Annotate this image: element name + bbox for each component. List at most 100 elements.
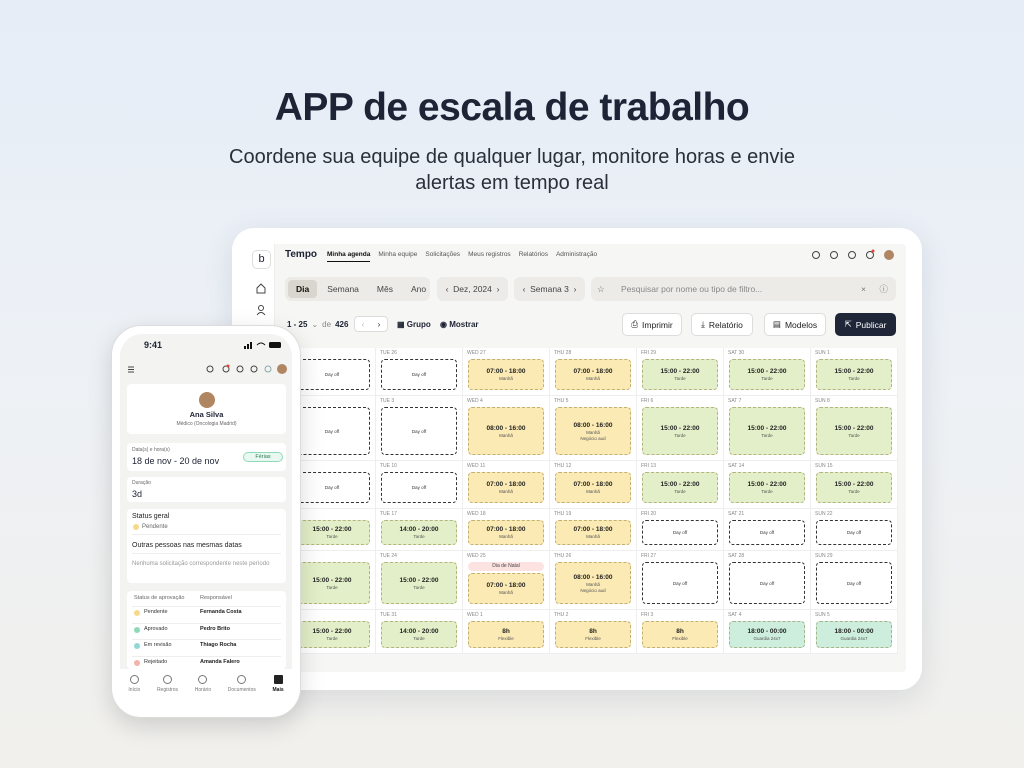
- shift-note: Negócio aud: [580, 587, 606, 593]
- day-label: SAT 30: [728, 350, 745, 356]
- duration-card: Duração 3d: [127, 477, 286, 502]
- nav-item[interactable]: Documentos: [228, 675, 256, 710]
- shift[interactable]: 8h Flexible: [555, 621, 631, 648]
- shift[interactable]: 14:00 - 20:00 Tarde: [381, 520, 457, 545]
- shift[interactable]: 15:00 - 22:00 Tarde: [642, 407, 718, 455]
- shift[interactable]: 18:00 - 00:00 Guardia 24x7: [816, 621, 892, 648]
- shift[interactable]: 15:00 - 22:00 Tarde: [381, 562, 457, 604]
- shift[interactable]: Day off: [729, 520, 805, 545]
- shift[interactable]: 15:00 - 22:00 Tarde: [642, 472, 718, 503]
- pager[interactable]: ‹ ›: [354, 316, 388, 332]
- phone-toolbar[interactable]: [126, 362, 288, 376]
- shift[interactable]: 08:00 - 16:00 Manhã Negócio aud: [555, 562, 631, 604]
- calendar-cell: SUN 22 Day off: [811, 509, 898, 551]
- shift-note: Negócio aud: [580, 435, 606, 441]
- shift[interactable]: Day off: [816, 520, 892, 545]
- nav-tab[interactable]: Administração: [555, 251, 598, 258]
- action-button[interactable]: ▤ Modelos: [764, 313, 826, 336]
- action-button[interactable]: ⎙ Imprimir: [622, 313, 682, 336]
- sidebar-icons[interactable]: [255, 282, 267, 322]
- shift[interactable]: Day off: [816, 562, 892, 604]
- day-label: SAT 14: [728, 463, 745, 469]
- shift[interactable]: 15:00 - 22:00 Tarde: [294, 520, 370, 545]
- shift[interactable]: 8h Flexible: [642, 621, 718, 648]
- calendar-cell: THU 26 08:00 - 16:00 Manhã Negócio aud: [550, 551, 637, 610]
- shift[interactable]: 15:00 - 22:00 Tarde: [729, 472, 805, 503]
- day-label: TUE 31: [380, 612, 397, 618]
- shift[interactable]: 08:00 - 16:00 Manhã Negócio aud: [555, 407, 631, 455]
- day-label: WED 27: [467, 350, 486, 356]
- nav-tabs: Minha agenda Minha equipe Solicitações Meus…: [327, 251, 597, 262]
- logo[interactable]: b: [252, 250, 271, 269]
- view-tab[interactable]: Mês: [376, 284, 393, 294]
- shift[interactable]: 15:00 - 22:00 Tarde: [294, 562, 370, 604]
- calendar-cell: SAT 28 Day off: [724, 551, 811, 610]
- shift[interactable]: Day off: [642, 562, 718, 604]
- shift[interactable]: 07:00 - 18:00 Manhã: [555, 359, 631, 390]
- week-picker[interactable]: ‹ Semana 3 ›: [514, 277, 585, 301]
- shift[interactable]: Day off: [381, 359, 457, 390]
- shift[interactable]: 15:00 - 22:00 Tarde: [729, 407, 805, 455]
- nav-item[interactable]: Mais: [273, 675, 284, 710]
- nav-label: Início: [128, 687, 141, 693]
- show-toggle[interactable]: ◉ Mostrar: [440, 320, 479, 329]
- shift[interactable]: 07:00 - 18:00 Manhã: [468, 573, 544, 604]
- divider: [132, 553, 281, 554]
- shift[interactable]: 18:00 - 00:00 Guardia 24x7: [729, 621, 805, 648]
- shift[interactable]: Day off: [294, 472, 370, 503]
- nav-item[interactable]: Registros: [157, 675, 178, 710]
- shift[interactable]: 15:00 - 22:00 Tarde: [816, 359, 892, 390]
- shift[interactable]: 07:00 - 18:00 Manhã: [555, 472, 631, 503]
- view-tab[interactable]: Ano: [410, 284, 427, 294]
- top-icons[interactable]: [810, 248, 902, 262]
- group-toggle[interactable]: ▦ Grupo: [397, 320, 431, 329]
- day-label: THU 12: [554, 463, 572, 469]
- shift[interactable]: 07:00 - 18:00 Manhã: [555, 520, 631, 545]
- status-dot: [134, 643, 140, 649]
- shift[interactable]: 8h Flexible: [468, 621, 544, 648]
- shift-title: Day off: [324, 485, 340, 490]
- view-tab[interactable]: Dia: [288, 280, 318, 298]
- month-picker[interactable]: ‹ Dez, 2024 ›: [437, 277, 508, 301]
- calendar-cell: WED 11 07:00 - 18:00 Manhã: [463, 461, 550, 509]
- nav-tab[interactable]: Relatórios: [518, 251, 548, 258]
- shift[interactable]: 07:00 - 18:00 Manhã: [468, 520, 544, 545]
- table-row-line: [132, 622, 281, 624]
- action-button[interactable]: ⤓ Relatório: [691, 313, 753, 336]
- day-label: THU 2: [554, 612, 569, 618]
- shift[interactable]: Day off: [642, 520, 718, 545]
- shift[interactable]: 15:00 - 22:00 Tarde: [816, 407, 892, 455]
- shift[interactable]: 08:00 - 16:00 Manhã: [468, 407, 544, 455]
- nav-tab[interactable]: Solicitações: [425, 251, 461, 258]
- nav-tab[interactable]: Meus registros: [468, 251, 511, 258]
- shift-title: 15:00 - 22:00: [660, 368, 700, 375]
- shift[interactable]: 14:00 - 20:00 Tarde: [381, 621, 457, 648]
- nav-tab[interactable]: Minha agenda: [327, 251, 371, 262]
- nav-item[interactable]: Horário: [195, 675, 211, 710]
- view-switch: Dia Semana Mês Ano: [285, 277, 430, 301]
- day-label: WED 4: [467, 398, 483, 404]
- shift-title: 08:00 - 16:00: [486, 424, 526, 432]
- shift[interactable]: 15:00 - 22:00 Tarde: [729, 359, 805, 390]
- profile-name: Ana Silva: [189, 410, 224, 419]
- day-label: FRI 13: [641, 463, 657, 469]
- calendar-cell: THU 2 8h Flexible: [550, 610, 637, 654]
- shift[interactable]: 15:00 - 22:00 Tarde: [294, 621, 370, 648]
- view-tab[interactable]: Semana: [327, 284, 359, 294]
- nav-tab[interactable]: Minha equipe: [378, 251, 418, 258]
- action-button[interactable]: ⇱ Publicar: [835, 313, 896, 336]
- shift[interactable]: Day off: [381, 407, 457, 455]
- shift[interactable]: 15:00 - 22:00 Tarde: [816, 472, 892, 503]
- shift[interactable]: Day off: [729, 562, 805, 604]
- shift[interactable]: Day off: [294, 359, 370, 390]
- calendar-cell: FRI 27 Day off: [637, 551, 724, 610]
- nav-item[interactable]: Início: [128, 675, 140, 710]
- shift[interactable]: Day off: [381, 472, 457, 503]
- search[interactable]: Pesquisar por nome ou tipo de filtro... ☆…: [591, 277, 896, 301]
- shift[interactable]: 15:00 - 22:00 Tarde: [642, 359, 718, 390]
- shift[interactable]: 07:00 - 18:00 Manhã: [468, 359, 544, 390]
- shift[interactable]: Day off: [294, 407, 370, 455]
- shift[interactable]: 07:00 - 18:00 Manhã: [468, 472, 544, 503]
